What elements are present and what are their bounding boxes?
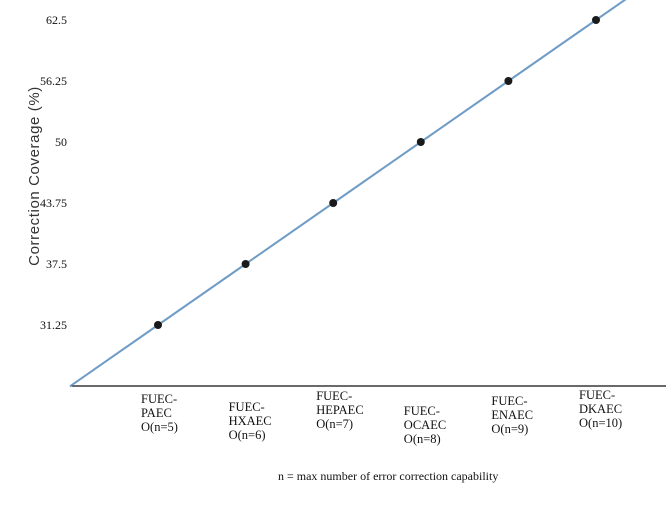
x-category-label-line: DKAEC [579, 402, 622, 416]
x-category-label-line: O(n=7) [316, 417, 353, 431]
x-category-label: FUEC-PAEC O(n=5) [141, 392, 178, 434]
y-tick-label: 62.5 [46, 13, 67, 27]
y-tick-label: 50 [55, 135, 67, 149]
x-category-label-line: PAEC [141, 406, 172, 420]
x-category-label-line: O(n=8) [404, 432, 441, 446]
x-category-label-line: FUEC- [141, 392, 177, 406]
x-category-labels: FUEC-PAEC O(n=5)FUEC-HXAEC O(n=6)FUEC-HEPA… [141, 388, 622, 446]
data-point [592, 16, 600, 24]
x-category-label-line: OCAEC [404, 418, 446, 432]
footnote: n = max number of error correction capab… [278, 469, 498, 483]
data-point [241, 260, 250, 268]
x-category-label-line: O(n=10) [579, 416, 622, 430]
x-category-label: FUEC-HXAEC O(n=6) [229, 400, 272, 442]
x-category-label-line: O(n=6) [229, 428, 266, 442]
y-tick-label: 31.25 [40, 318, 67, 332]
y-axis-label: Correction Coverage (%) [26, 86, 43, 266]
x-category-label: FUEC-OCAEC O(n=8) [404, 404, 446, 446]
data-points [154, 16, 600, 329]
data-point [329, 199, 338, 207]
x-category-label: FUEC-DKAEC O(n=10) [579, 388, 622, 430]
x-category-label-line: FUEC- [316, 389, 352, 403]
y-tick-label: 37.5 [46, 257, 67, 271]
x-category-label: FUEC-ENAEC O(n=9) [491, 394, 533, 436]
data-point [154, 321, 162, 329]
x-category-label-line: ENAEC [491, 408, 533, 422]
x-category-label-line: FUEC- [579, 388, 615, 402]
y-tick-label: 43.75 [40, 196, 67, 210]
series-line [69, 0, 627, 388]
data-point [416, 138, 425, 146]
data-point [504, 77, 513, 85]
y-tick-labels: 31.25 37.5 43.75 50 56.25 62.5 [40, 13, 67, 332]
x-category-label-line: HXAEC [229, 414, 272, 428]
x-category-label-line: HEPAEC [316, 403, 363, 417]
x-category-label-line: FUEC- [229, 400, 265, 414]
x-category-label-line: FUEC- [491, 394, 527, 408]
x-category-label-line: O(n=9) [491, 422, 528, 436]
x-category-label-line: O(n=5) [141, 420, 178, 434]
x-category-label: FUEC-HEPAEC O(n=7) [316, 389, 363, 431]
y-tick-label: 56.25 [40, 74, 67, 88]
x-category-label-line: FUEC- [404, 404, 440, 418]
